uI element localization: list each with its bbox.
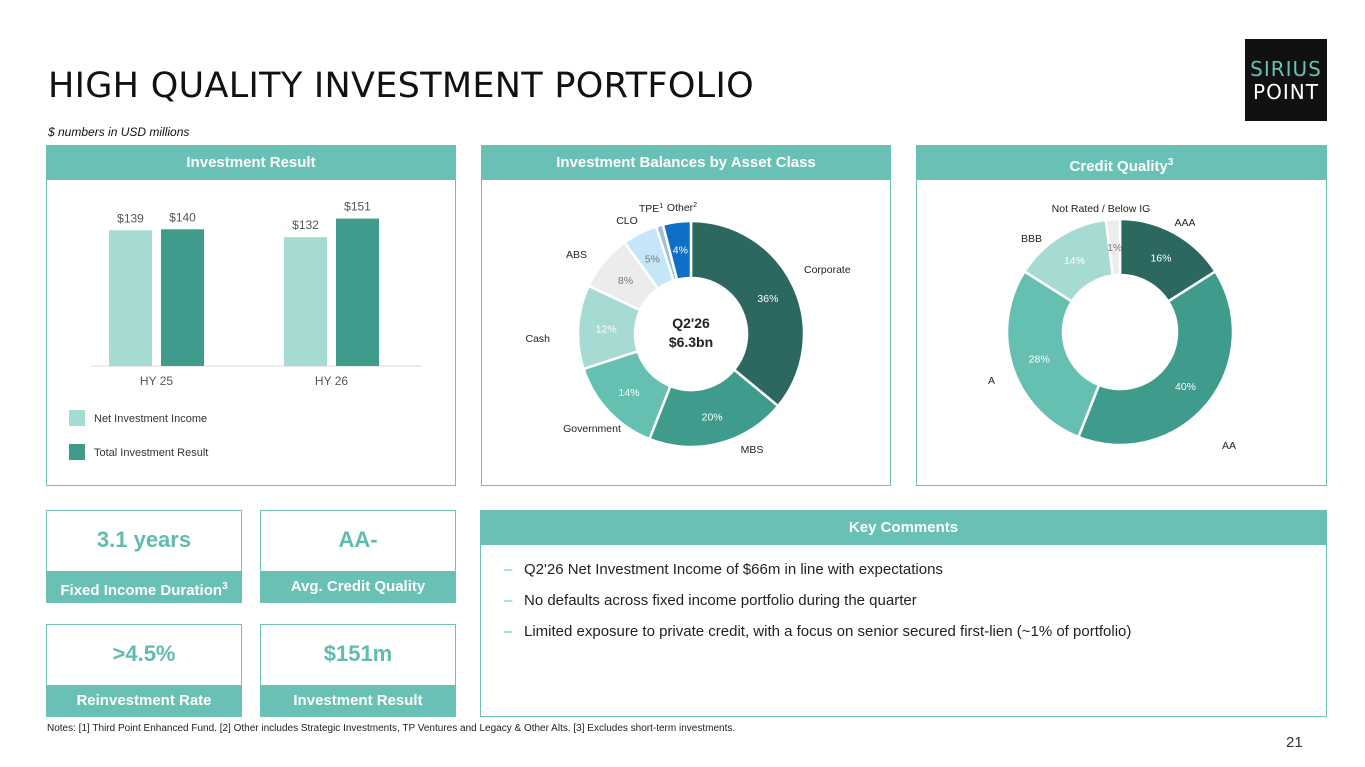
slice-name-label: Other2 xyxy=(667,202,697,214)
comment-item: – Q2'26 Net Investment Income of $66m in … xyxy=(504,561,1305,580)
slice-mbs xyxy=(647,367,780,449)
kpi-label: Investment Result xyxy=(261,685,455,716)
page-title: HIGH QUALITY INVESTMENT PORTFOLIO xyxy=(48,66,754,106)
bar-net-investment-income xyxy=(109,230,152,366)
page-subtitle: $ numbers in USD millions xyxy=(48,125,190,139)
dash-bullet: – xyxy=(504,623,513,640)
bar-data-label: $132 xyxy=(292,218,319,232)
slice-value-label: 14% xyxy=(1064,255,1085,267)
kpi-investment-result: $151m Investment Result xyxy=(260,624,456,717)
credit-quality-footnote: 3 xyxy=(1167,157,1174,168)
slice-name-label: TPE1 xyxy=(639,203,663,215)
kpi-label: Fixed Income Duration3 xyxy=(47,571,241,602)
kpi-reinvestment-rate: >4.5% Reinvestment Rate xyxy=(46,624,242,717)
slice-name-label: Not Rated / Below IG xyxy=(1052,203,1151,215)
asset-class-panel: Investment Balances by Asset Class 36% 20… xyxy=(481,145,891,486)
kpi-duration: 3.1 years Fixed Income Duration3 xyxy=(46,510,242,603)
slice-name-label: ABS xyxy=(566,249,587,261)
comment-item: – No defaults across fixed income portfol… xyxy=(504,592,1305,611)
comment-text: Q2'26 Net Investment Income of $66m in l… xyxy=(524,561,943,578)
slice-value-label: 20% xyxy=(702,411,723,423)
credit-quality-header: Credit Quality3 xyxy=(917,146,1326,180)
slice-name-label: A xyxy=(988,375,995,387)
slice-name-footnote: 2 xyxy=(693,202,697,209)
legend-swatch xyxy=(69,410,85,426)
comment-text: No defaults across fixed income portfoli… xyxy=(524,592,917,609)
slice-name-label: AA xyxy=(1222,440,1236,452)
slice-name-label: Cash xyxy=(525,333,550,345)
slice-value-label: 36% xyxy=(757,293,778,305)
slice-aa xyxy=(1076,269,1235,447)
kpi-label-footnote: 3 xyxy=(222,581,228,592)
logo-line-2: POINT xyxy=(1253,80,1319,104)
slice-name-label: AAA xyxy=(1174,217,1195,229)
footnotes: Notes: [1] Third Point Enhanced Fund. [2… xyxy=(47,723,736,734)
kpi-value: >4.5% xyxy=(112,641,176,666)
dash-bullet: – xyxy=(504,561,513,578)
legend-swatch xyxy=(69,444,85,460)
key-comments-header: Key Comments xyxy=(481,511,1326,545)
credit-quality-title: Credit Quality xyxy=(1069,158,1168,175)
bar-total-investment-result xyxy=(336,218,379,366)
slice-other xyxy=(661,219,693,282)
slice-name-label: BBB xyxy=(1021,233,1042,245)
slice-a xyxy=(1005,269,1101,439)
slice-name-label: CLO xyxy=(616,215,638,227)
investment-result-panel: Investment Result $139 $140 HY 25 $132 $151 H… xyxy=(46,145,456,486)
slice-value-label: 40% xyxy=(1175,381,1196,393)
kpi-label: Avg. Credit Quality xyxy=(261,571,455,602)
slice-corporate xyxy=(689,219,806,408)
slice-value-label: 14% xyxy=(619,387,640,399)
investment-result-chart: $139 $140 HY 25 $132 $151 HY 26 Net Investment… xyxy=(69,200,422,460)
credit-quality-panel: Credit Quality3 16% 40% 28% 14% 1% AAA AA A BBB N… xyxy=(916,145,1327,486)
slice-value-label: 12% xyxy=(596,324,617,336)
x-tick-label: HY 26 xyxy=(315,374,348,388)
slice-name-label: Corporate xyxy=(804,264,851,276)
slice-value-label: 28% xyxy=(1029,353,1050,365)
slice-name-footnote: 1 xyxy=(659,203,663,210)
page-number: 21 xyxy=(1286,734,1303,751)
kpi-value: 3.1 years xyxy=(96,527,192,552)
bar-data-label: $140 xyxy=(169,210,196,224)
bar-total-investment-result xyxy=(161,229,204,366)
slice-value-label: 1% xyxy=(1107,242,1122,254)
key-comments-panel: Key Comments xyxy=(480,510,1327,717)
investment-result-header: Investment Result xyxy=(47,146,455,180)
bar-data-label: $151 xyxy=(344,200,371,214)
slice-value-label: 5% xyxy=(645,253,660,265)
slice-name-label: Government xyxy=(563,423,621,435)
kpi-credit-quality: AA- Avg. Credit Quality xyxy=(260,510,456,603)
slice-name-label: MBS xyxy=(741,444,764,456)
kpi-value: $151m xyxy=(323,641,393,666)
logo-line-1: SIRIUS xyxy=(1250,57,1322,81)
slice-value-label: 4% xyxy=(673,245,688,257)
kpi-label: Reinvestment Rate xyxy=(47,685,241,716)
comment-item: – Limited exposure to private credit, wit… xyxy=(504,623,1305,642)
kpi-label-text: Fixed Income Duration xyxy=(60,582,223,599)
dash-bullet: – xyxy=(504,592,513,609)
asset-class-header: Investment Balances by Asset Class xyxy=(482,146,890,180)
slice-not-rated-below-ig xyxy=(1104,217,1122,277)
legend-label: Net Investment Income xyxy=(94,413,207,425)
legend-label: Total Investment Result xyxy=(94,447,208,459)
bar-data-label: $139 xyxy=(117,211,144,225)
donut-center-label-line-1: Q2'26 xyxy=(672,315,710,331)
asset-class-chart: 36% 20% 14% 12% 8% 5% 4% Corporate MBS Government… xyxy=(525,202,851,456)
slice-value-label: 8% xyxy=(618,275,633,287)
company-logo: SIRIUS POINT xyxy=(1245,39,1327,121)
x-tick-label: HY 25 xyxy=(140,374,173,388)
donut-center-label-line-2: $6.3bn xyxy=(669,334,713,350)
comment-text: Limited exposure to private credit, with… xyxy=(524,623,1132,640)
slice-value-label: 16% xyxy=(1150,253,1171,265)
bar-net-investment-income xyxy=(284,237,327,366)
key-comments-list: – Q2'26 Net Investment Income of $66m in … xyxy=(504,561,1305,654)
kpi-value: AA- xyxy=(338,527,378,552)
